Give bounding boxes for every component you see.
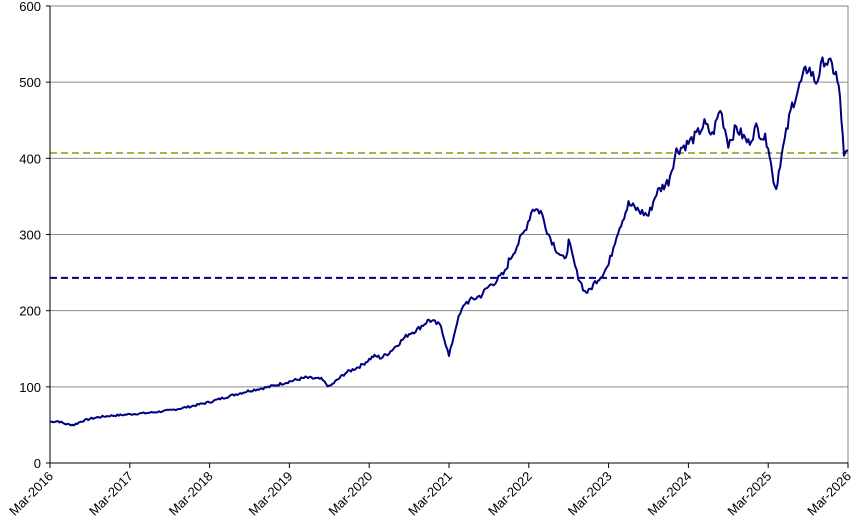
grid-lines <box>50 5 848 388</box>
y-tick-label: 200 <box>19 304 41 319</box>
x-tick-label: Mar-2023 <box>565 469 615 519</box>
x-tick-label: Mar-2016 <box>6 469 56 519</box>
reference-lines <box>50 152 848 279</box>
x-tick-label: Mar-2025 <box>724 469 774 519</box>
y-tick-label: 500 <box>19 75 41 90</box>
x-tick-label: Mar-2021 <box>405 469 455 519</box>
x-tick-label: Mar-2026 <box>804 469 854 519</box>
x-tick-label: Mar-2024 <box>645 469 695 519</box>
x-tick-label: Mar-2019 <box>246 469 296 519</box>
y-tick-label: 600 <box>19 0 41 14</box>
series-group <box>49 56 849 427</box>
y-tick-label: 100 <box>19 380 41 395</box>
series-line <box>49 56 849 427</box>
x-tick-label: Mar-2017 <box>86 469 136 519</box>
y-tick-label: 0 <box>34 456 41 471</box>
x-tick-label: Mar-2022 <box>485 469 535 519</box>
y-axis-ticks: 0 100 200 300 400 500 600 <box>19 0 50 471</box>
x-tick-label: Mar-2020 <box>325 469 375 519</box>
y-tick-label: 400 <box>19 151 41 166</box>
x-axis-ticks: Mar-2016 Mar-2017 Mar-2018 Mar-2019 Mar-2020… <box>6 463 854 518</box>
y-tick-label: 300 <box>19 228 41 243</box>
x-tick-label: Mar-2018 <box>166 469 216 519</box>
